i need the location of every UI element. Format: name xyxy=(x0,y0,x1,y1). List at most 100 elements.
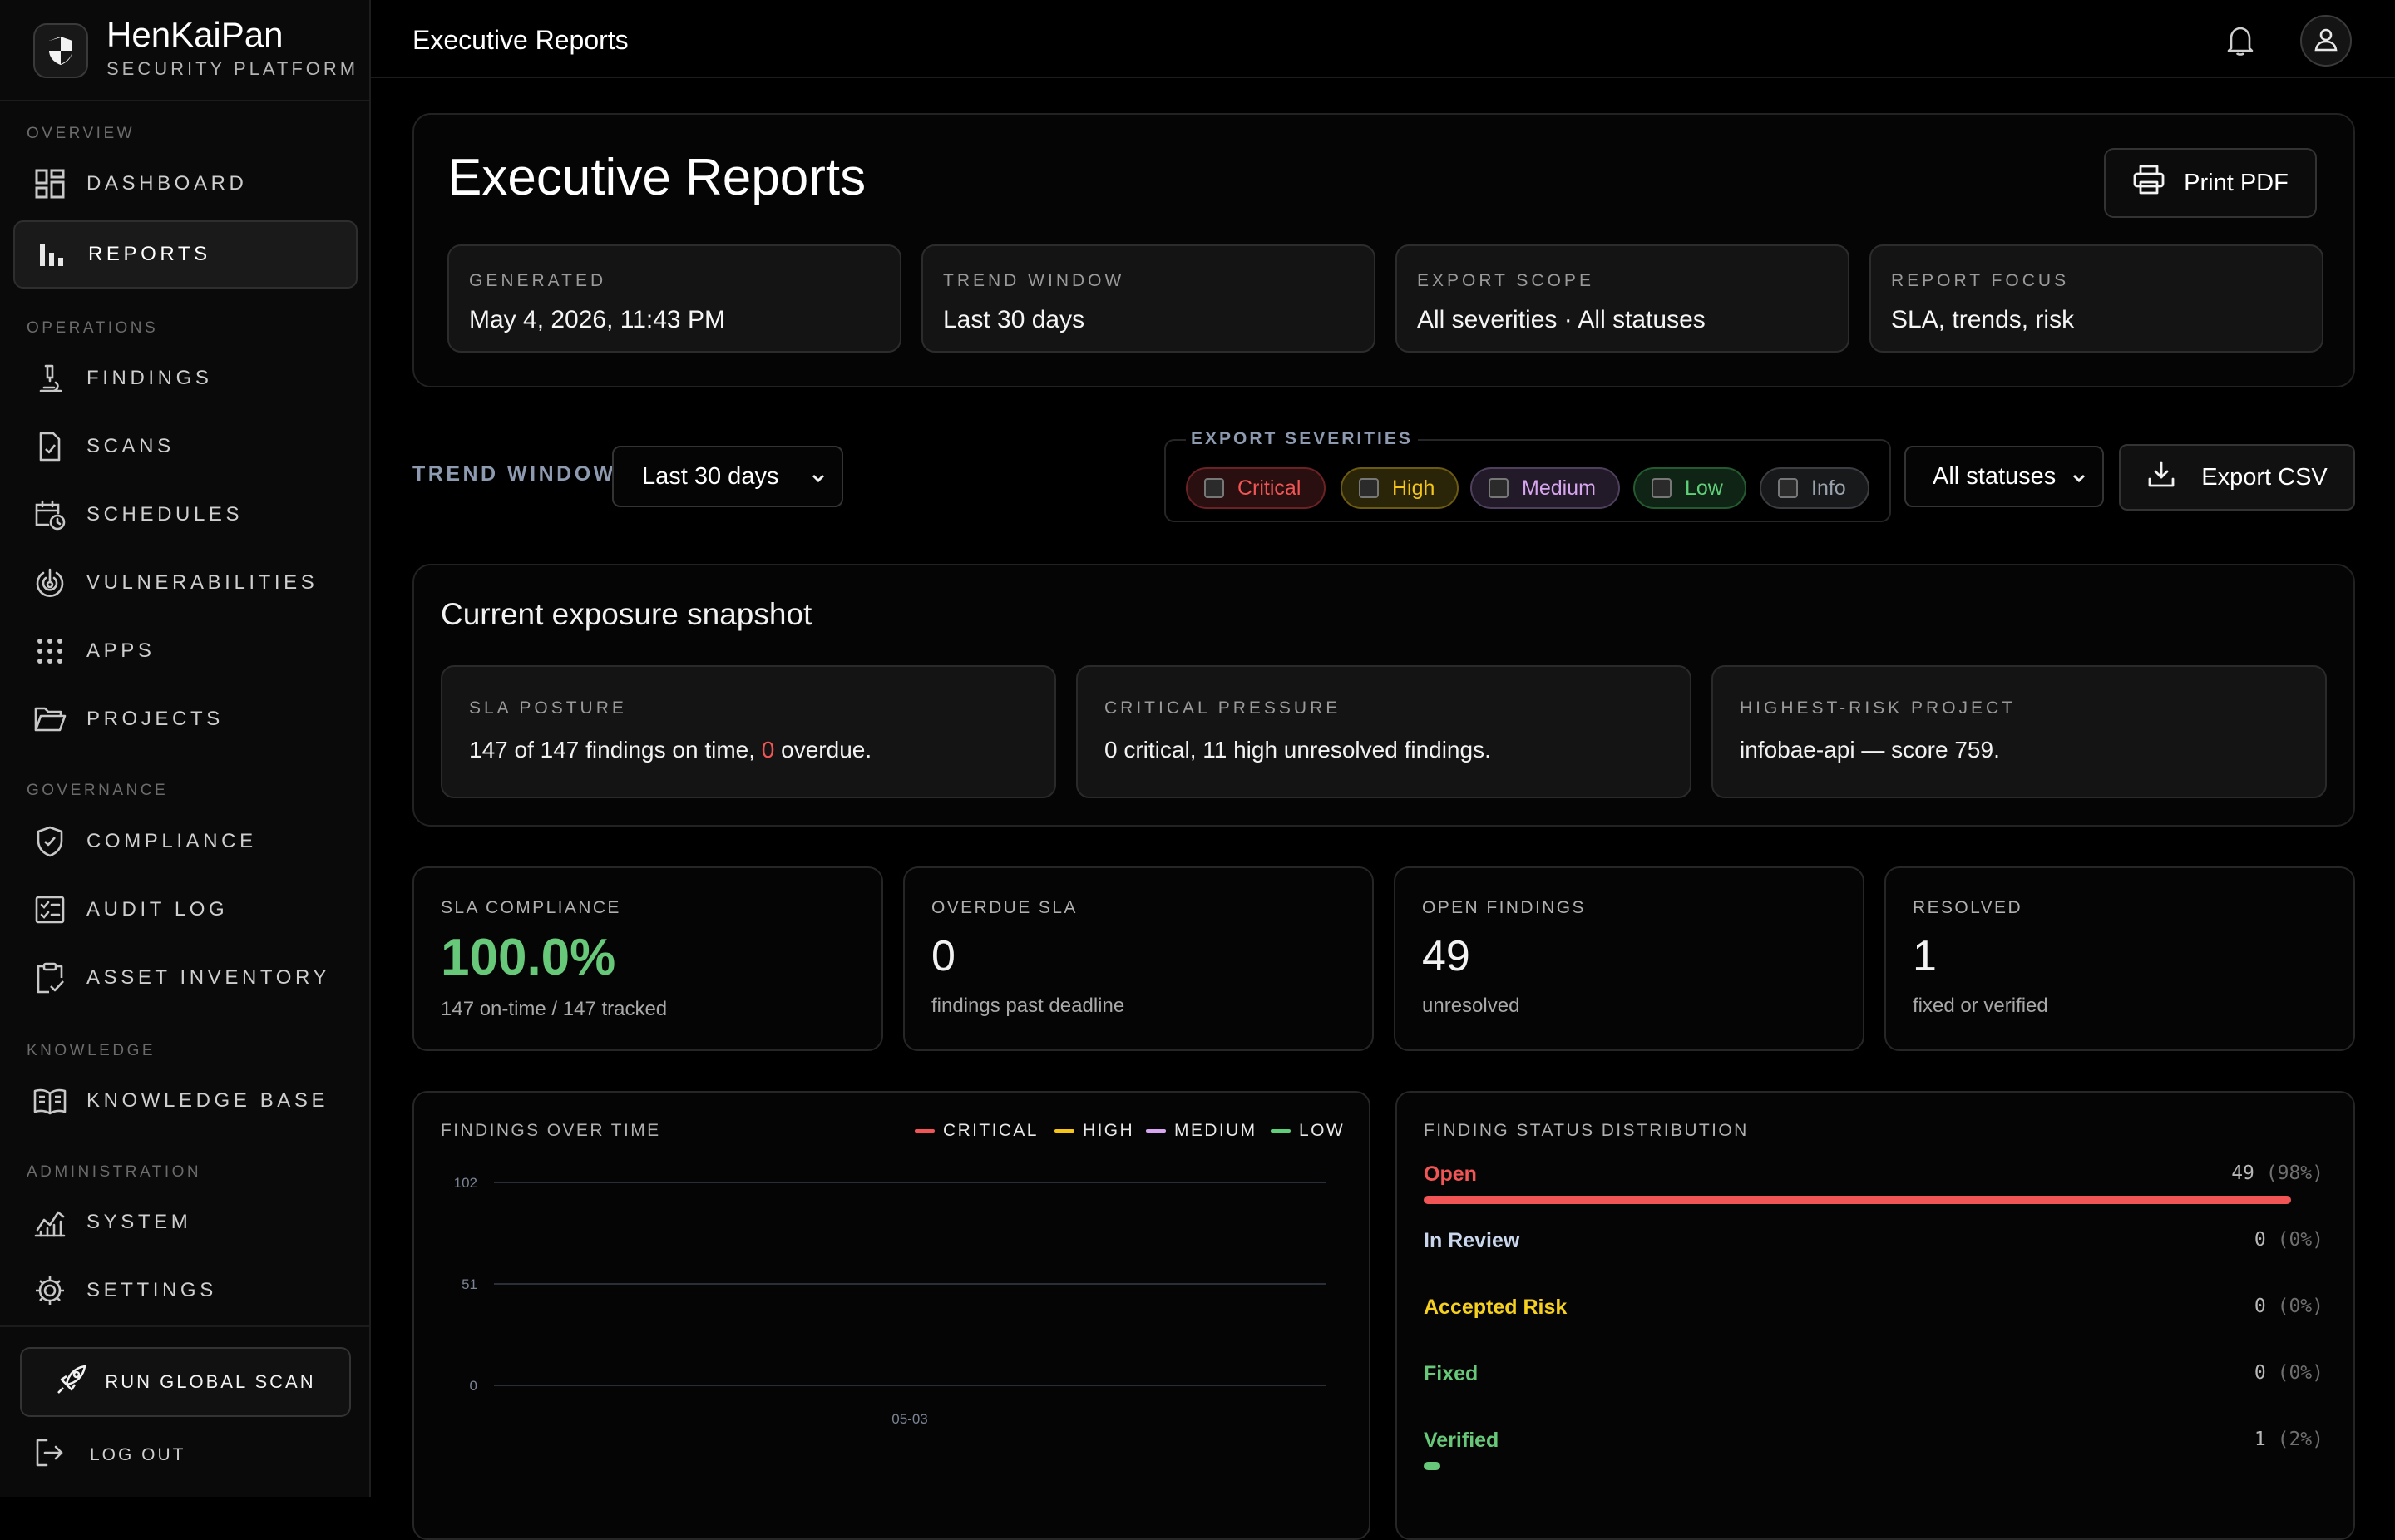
sidebar-item-label: VULNERABILITIES xyxy=(86,571,319,594)
run-global-scan-button[interactable]: RUN GLOBAL SCAN xyxy=(20,1347,351,1417)
severity-chip-high[interactable]: High xyxy=(1341,467,1459,509)
legend-swatch xyxy=(1271,1129,1291,1133)
snapshot-label: HIGHEST-RISK PROJECT xyxy=(1740,698,2017,718)
logout-label: LOG OUT xyxy=(90,1445,186,1464)
status-percent: (0%) xyxy=(2277,1229,2323,1251)
sidebar-item-audit-log[interactable]: AUDIT LOG xyxy=(13,876,358,944)
sla-text-pre: 147 of 147 findings on time, xyxy=(469,737,762,763)
sidebar-item-schedules[interactable]: SCHEDULES xyxy=(13,481,358,549)
kpi-overdue-sla: OVERDUE SLA 0 findings past deadline xyxy=(903,866,1374,1051)
grid-icon xyxy=(32,165,68,202)
sidebar-item-projects[interactable]: PROJECTS xyxy=(13,685,358,753)
severity-chip-critical[interactable]: Critical xyxy=(1186,467,1326,509)
sidebar-item-asset-inventory[interactable]: ASSET INVENTORY xyxy=(13,944,358,1012)
bell-icon[interactable] xyxy=(2220,20,2260,60)
sidebar-item-label: FINDINGS xyxy=(86,367,213,389)
book-icon xyxy=(32,1083,68,1119)
status-count-value: 0 xyxy=(2254,1362,2278,1384)
sidebar-item-vulnerabilities[interactable]: VULNERABILITIES xyxy=(13,549,358,617)
status-count-value: 0 xyxy=(2254,1296,2278,1317)
export-csv-button[interactable]: Export CSV xyxy=(2119,444,2355,511)
status-percent: (98%) xyxy=(2265,1162,2323,1184)
kpi-value: 1 xyxy=(1913,932,1937,980)
sidebar-item-compliance[interactable]: COMPLIANCE xyxy=(13,807,358,876)
meta-card-export-scope: EXPORT SCOPE All severities · All status… xyxy=(1395,244,1849,353)
sidebar-item-dashboard[interactable]: DASHBOARD xyxy=(13,150,358,218)
print-pdf-button[interactable]: Print PDF xyxy=(2104,148,2317,218)
activity-chart-icon xyxy=(32,1204,68,1241)
nav-section-overview: OVERVIEW xyxy=(27,125,136,142)
status-row-in-review: In Review 0 (0%) xyxy=(1424,1229,2323,1279)
severity-label: High xyxy=(1392,476,1435,500)
meta-card-report-focus: REPORT FOCUS SLA, trends, risk xyxy=(1869,244,2323,353)
nav-section-governance: GOVERNANCE xyxy=(27,782,169,799)
chart-title: FINDINGS OVER TIME xyxy=(441,1121,661,1140)
kpi-value: 100.0% xyxy=(441,929,616,986)
brand-subtitle: SECURITY PLATFORM xyxy=(106,58,359,79)
checkbox[interactable] xyxy=(1359,478,1379,498)
status-count-value: 49 xyxy=(2231,1162,2266,1184)
sidebar-item-apps[interactable]: APPS xyxy=(13,617,358,685)
sidebar-item-knowledge-base[interactable]: KNOWLEDGE BASE xyxy=(13,1067,358,1135)
status-name: Open xyxy=(1424,1162,1477,1186)
sidebar-item-label: REPORTS xyxy=(88,243,211,265)
severity-label: Medium xyxy=(1522,476,1596,500)
nav-section-operations: OPERATIONS xyxy=(27,319,159,337)
sidebar-item-label: APPS xyxy=(86,639,156,662)
legend-swatch xyxy=(1146,1129,1166,1133)
checkbox[interactable] xyxy=(1489,478,1509,498)
sidebar-item-findings[interactable]: FINDINGS xyxy=(13,344,358,412)
status-value: All statuses xyxy=(1933,462,2057,490)
folder-icon xyxy=(32,701,68,738)
status-select[interactable]: All statuses xyxy=(1904,446,2104,507)
snapshot-label: CRITICAL PRESSURE xyxy=(1104,698,1341,718)
printer-icon xyxy=(2132,164,2165,202)
page-title: Executive Reports xyxy=(412,25,629,55)
kpi-label: OVERDUE SLA xyxy=(931,898,1078,917)
status-count-value: 0 xyxy=(2254,1229,2278,1251)
sla-overdue-count: 0 xyxy=(761,737,775,763)
meta-label: GENERATED xyxy=(469,271,607,290)
status-name: Accepted Risk xyxy=(1424,1296,1568,1319)
legend-item-medium: MEDIUM xyxy=(1146,1121,1257,1141)
export-severities-group xyxy=(1164,439,1891,522)
logout-button[interactable]: LOG OUT xyxy=(33,1432,186,1478)
brand: HenKaiPan SECURITY PLATFORM xyxy=(0,0,369,101)
kpi-sla-compliance: SLA COMPLIANCE 100.0% 147 on-time / 147 … xyxy=(412,866,883,1051)
kpi-open-findings: OPEN FINDINGS 49 unresolved xyxy=(1394,866,1864,1051)
bar-chart-icon xyxy=(33,236,70,273)
sidebar-item-label: AUDIT LOG xyxy=(86,898,229,921)
checkbox[interactable] xyxy=(1652,478,1672,498)
severity-chip-medium[interactable]: Medium xyxy=(1470,467,1620,509)
snapshot-label: SLA POSTURE xyxy=(469,698,627,718)
sidebar-item-settings[interactable]: SETTINGS xyxy=(13,1256,358,1325)
export-severities-label: EXPORT SEVERITIES xyxy=(1186,429,1418,449)
run-global-scan-label: RUN GLOBAL SCAN xyxy=(105,1371,316,1392)
user-icon xyxy=(2312,25,2340,57)
print-pdf-label: Print PDF xyxy=(2184,169,2289,196)
checkbox[interactable] xyxy=(1778,478,1798,498)
gear-icon xyxy=(32,1272,68,1309)
checkbox[interactable] xyxy=(1204,478,1224,498)
report-title: Executive Reports xyxy=(447,149,867,206)
status-count: 49 (98%) xyxy=(2231,1162,2323,1184)
trend-window-select[interactable]: Last 30 days xyxy=(612,446,843,507)
status-distribution-panel xyxy=(1395,1091,2355,1540)
sidebar-item-label: SCANS xyxy=(86,435,175,457)
status-count: 0 (0%) xyxy=(2254,1362,2323,1384)
user-avatar[interactable] xyxy=(2300,15,2352,67)
chevron-down-icon xyxy=(2069,467,2089,495)
severity-chip-info[interactable]: Info xyxy=(1760,467,1869,509)
kpi-sub: unresolved xyxy=(1422,995,1520,1017)
microscope-icon xyxy=(32,360,68,397)
status-bar-track xyxy=(1424,1462,2309,1470)
snapshot-card-project: HIGHEST-RISK PROJECT infobae-api — score… xyxy=(1711,665,2327,798)
sidebar-item-reports[interactable]: REPORTS xyxy=(13,220,358,289)
meta-card-generated: GENERATED May 4, 2026, 11:43 PM xyxy=(447,244,901,353)
status-percent: (0%) xyxy=(2277,1362,2323,1384)
sidebar-item-system[interactable]: SYSTEM xyxy=(13,1188,358,1256)
sidebar-item-scans[interactable]: SCANS xyxy=(13,412,358,481)
severity-chip-low[interactable]: Low xyxy=(1633,467,1746,509)
y-tick-label: 51 xyxy=(462,1276,477,1292)
status-percent: (0%) xyxy=(2277,1296,2323,1317)
